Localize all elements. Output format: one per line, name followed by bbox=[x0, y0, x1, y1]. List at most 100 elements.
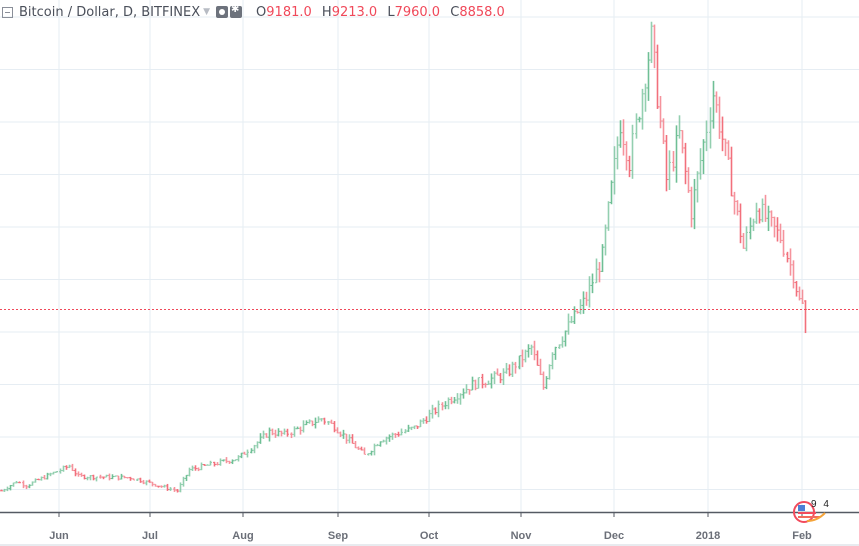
ohlc-bar bbox=[117, 475, 120, 481]
ohlc-bar bbox=[111, 474, 114, 480]
ohlc-bar bbox=[524, 349, 527, 363]
ohlc-bar bbox=[219, 458, 222, 466]
ohlc-bar bbox=[699, 148, 702, 180]
ohlc-bar bbox=[521, 349, 524, 368]
ohlc-bar bbox=[508, 364, 511, 377]
ohlc-bar bbox=[68, 464, 71, 469]
x-axis-label: Sep bbox=[327, 530, 349, 542]
collapse-legend-icon[interactable] bbox=[2, 6, 13, 18]
ohlc-bar bbox=[773, 216, 776, 238]
ohlc-bar bbox=[246, 449, 249, 458]
ohlc-bar bbox=[330, 419, 333, 424]
ohlc-bar bbox=[561, 336, 564, 348]
ohlc-bar bbox=[613, 146, 616, 195]
ohlc-bar bbox=[142, 479, 145, 485]
ohlc-bar bbox=[610, 180, 613, 205]
ohlc-bar bbox=[604, 224, 607, 256]
ohlc-bar bbox=[647, 52, 650, 101]
ohlc-bar bbox=[228, 460, 231, 464]
ohlc-bar bbox=[576, 310, 579, 314]
ohlc-bar bbox=[551, 352, 554, 370]
symbol-title[interactable]: Bitcoin / Dollar, D, BITFINEX bbox=[19, 4, 201, 20]
ohlc-bar bbox=[9, 484, 12, 491]
ohlc-bar bbox=[601, 244, 604, 273]
ohlc-bar bbox=[166, 483, 169, 491]
ohlc-bar bbox=[15, 480, 18, 484]
ohlc-bar bbox=[715, 91, 718, 113]
ohlc-bar bbox=[558, 344, 561, 349]
ohlc-bar bbox=[274, 429, 277, 438]
ohlc-bar bbox=[154, 483, 157, 487]
ohlc-bar bbox=[160, 485, 163, 488]
ohlc-bar bbox=[419, 419, 422, 428]
ohlc-bar bbox=[293, 426, 296, 437]
ohlc-bar bbox=[653, 24, 656, 69]
ohlc-bar bbox=[407, 424, 410, 432]
ohlc-bar bbox=[779, 223, 782, 244]
ohlc-bar bbox=[231, 459, 234, 465]
ohlc-bar bbox=[391, 432, 394, 440]
ohlc-bar bbox=[641, 88, 644, 130]
gear-icon[interactable] bbox=[230, 4, 243, 18]
ohlc-bar bbox=[65, 465, 68, 470]
ohlc-bar bbox=[518, 355, 521, 370]
ohlc-bar bbox=[52, 471, 55, 475]
ohlc-bar bbox=[745, 226, 748, 252]
ohlc-bar bbox=[311, 420, 314, 427]
open-value: 9181.0 bbox=[266, 4, 312, 20]
ohlc-bar bbox=[672, 151, 675, 172]
ohlc-bar bbox=[404, 429, 407, 434]
ohlc-bar bbox=[425, 416, 428, 424]
ohlc-bar bbox=[739, 203, 742, 244]
ohlc-bar bbox=[388, 434, 391, 442]
chevron-down-icon[interactable]: ▼ bbox=[203, 7, 211, 17]
ohlc-bar bbox=[585, 291, 588, 306]
ohlc-bar bbox=[80, 472, 83, 477]
ohlc-bar bbox=[296, 426, 299, 430]
ohlc-bar bbox=[179, 482, 182, 493]
ohlc-values: O9181.0 H9213.0 L7960.0 C8858.0 bbox=[250, 5, 505, 20]
ohlc-bar bbox=[342, 429, 345, 439]
ohlc-bar bbox=[749, 217, 752, 240]
x-axis-label: Aug bbox=[232, 530, 254, 542]
ohlc-bar bbox=[367, 453, 370, 456]
eye-icon[interactable] bbox=[216, 6, 229, 18]
ohlc-bar bbox=[12, 482, 15, 487]
ohlc-bar bbox=[687, 167, 690, 193]
ohlc-bar bbox=[71, 463, 74, 472]
ohlc-bar bbox=[268, 427, 271, 442]
ohlc-bar bbox=[736, 200, 739, 216]
event-badge[interactable]: 9 4 bbox=[793, 499, 831, 525]
ohlc-bar bbox=[397, 431, 400, 437]
ohlc-bar bbox=[422, 418, 425, 424]
ohlc-bar bbox=[804, 300, 807, 334]
ohlc-bar bbox=[237, 455, 240, 462]
ohlc-bar bbox=[89, 474, 92, 481]
ohlc-bar bbox=[718, 96, 721, 139]
ohlc-bar bbox=[752, 218, 755, 232]
ohlc-bar bbox=[0, 489, 3, 492]
ohlc-bar bbox=[742, 233, 745, 249]
ohlc-bar bbox=[136, 478, 139, 482]
ohlc-bar bbox=[755, 202, 758, 224]
ohlc-bar bbox=[656, 44, 659, 109]
ohlc-bar bbox=[453, 396, 456, 404]
ohlc-bar bbox=[185, 474, 188, 482]
ohlc-bar bbox=[333, 421, 336, 433]
ohlc-bar bbox=[99, 474, 102, 479]
ohlc-bar bbox=[678, 115, 681, 139]
ohlc-bar bbox=[3, 488, 6, 492]
ohlc-bar bbox=[548, 364, 551, 380]
ohlc-bar bbox=[659, 95, 662, 129]
ohlc-bar bbox=[243, 451, 246, 455]
ohlc-bar bbox=[410, 426, 413, 431]
ohlc-bar bbox=[259, 433, 262, 444]
ohlc-bar bbox=[203, 464, 206, 466]
ohlc-bar bbox=[49, 472, 52, 477]
ohlc-bar bbox=[665, 135, 668, 192]
ohlc-bar bbox=[573, 306, 576, 324]
ohlc-bar bbox=[607, 201, 610, 231]
ohlc-bar bbox=[271, 428, 274, 436]
ohlc-bar bbox=[145, 480, 148, 486]
